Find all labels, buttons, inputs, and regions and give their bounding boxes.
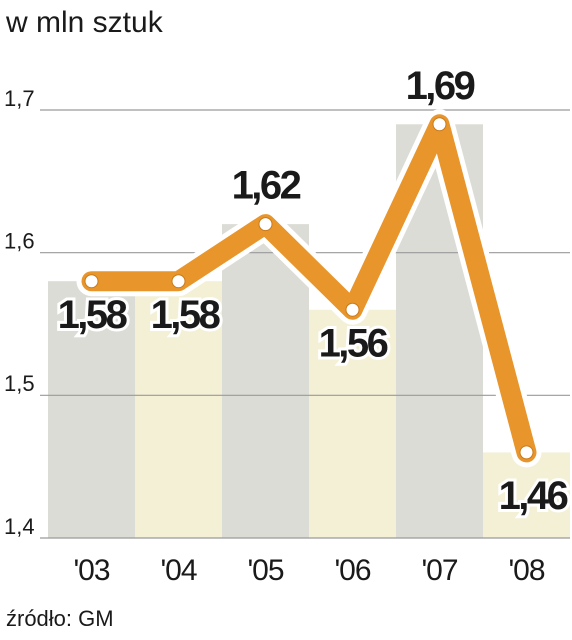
column: [222, 224, 309, 538]
column: [135, 281, 222, 538]
y-tick-label: 1,5: [4, 371, 35, 396]
value-label: 1,56: [319, 321, 388, 365]
value-label: 1,69: [406, 64, 475, 108]
value-label: 1,58: [58, 293, 128, 337]
point: [432, 117, 447, 132]
source: źródło: GM: [6, 606, 114, 631]
x-tick-label: '05: [247, 554, 283, 587]
point: [84, 274, 99, 289]
x-tick-label: '04: [160, 554, 196, 587]
column: [48, 281, 135, 538]
value-label: 1,58: [151, 293, 221, 337]
y-tick-label: 1,7: [4, 86, 35, 111]
line: [81, 114, 537, 463]
value-label: 1,46: [499, 474, 568, 518]
column: [309, 309, 396, 538]
chart-title: w mln sztuk: [5, 6, 164, 39]
point: [258, 217, 273, 232]
point: [171, 274, 186, 289]
y-tick-label: 1,6: [4, 228, 35, 253]
point: [345, 302, 360, 317]
x-tick-label: '08: [508, 554, 544, 587]
x-tick-label: '07: [421, 554, 457, 587]
y-tick-label: 1,4: [4, 514, 35, 539]
x-tick-label: '06: [334, 554, 370, 587]
point: [519, 445, 534, 460]
value-label: 1,62: [232, 164, 301, 208]
x-tick-label: '03: [73, 554, 109, 587]
